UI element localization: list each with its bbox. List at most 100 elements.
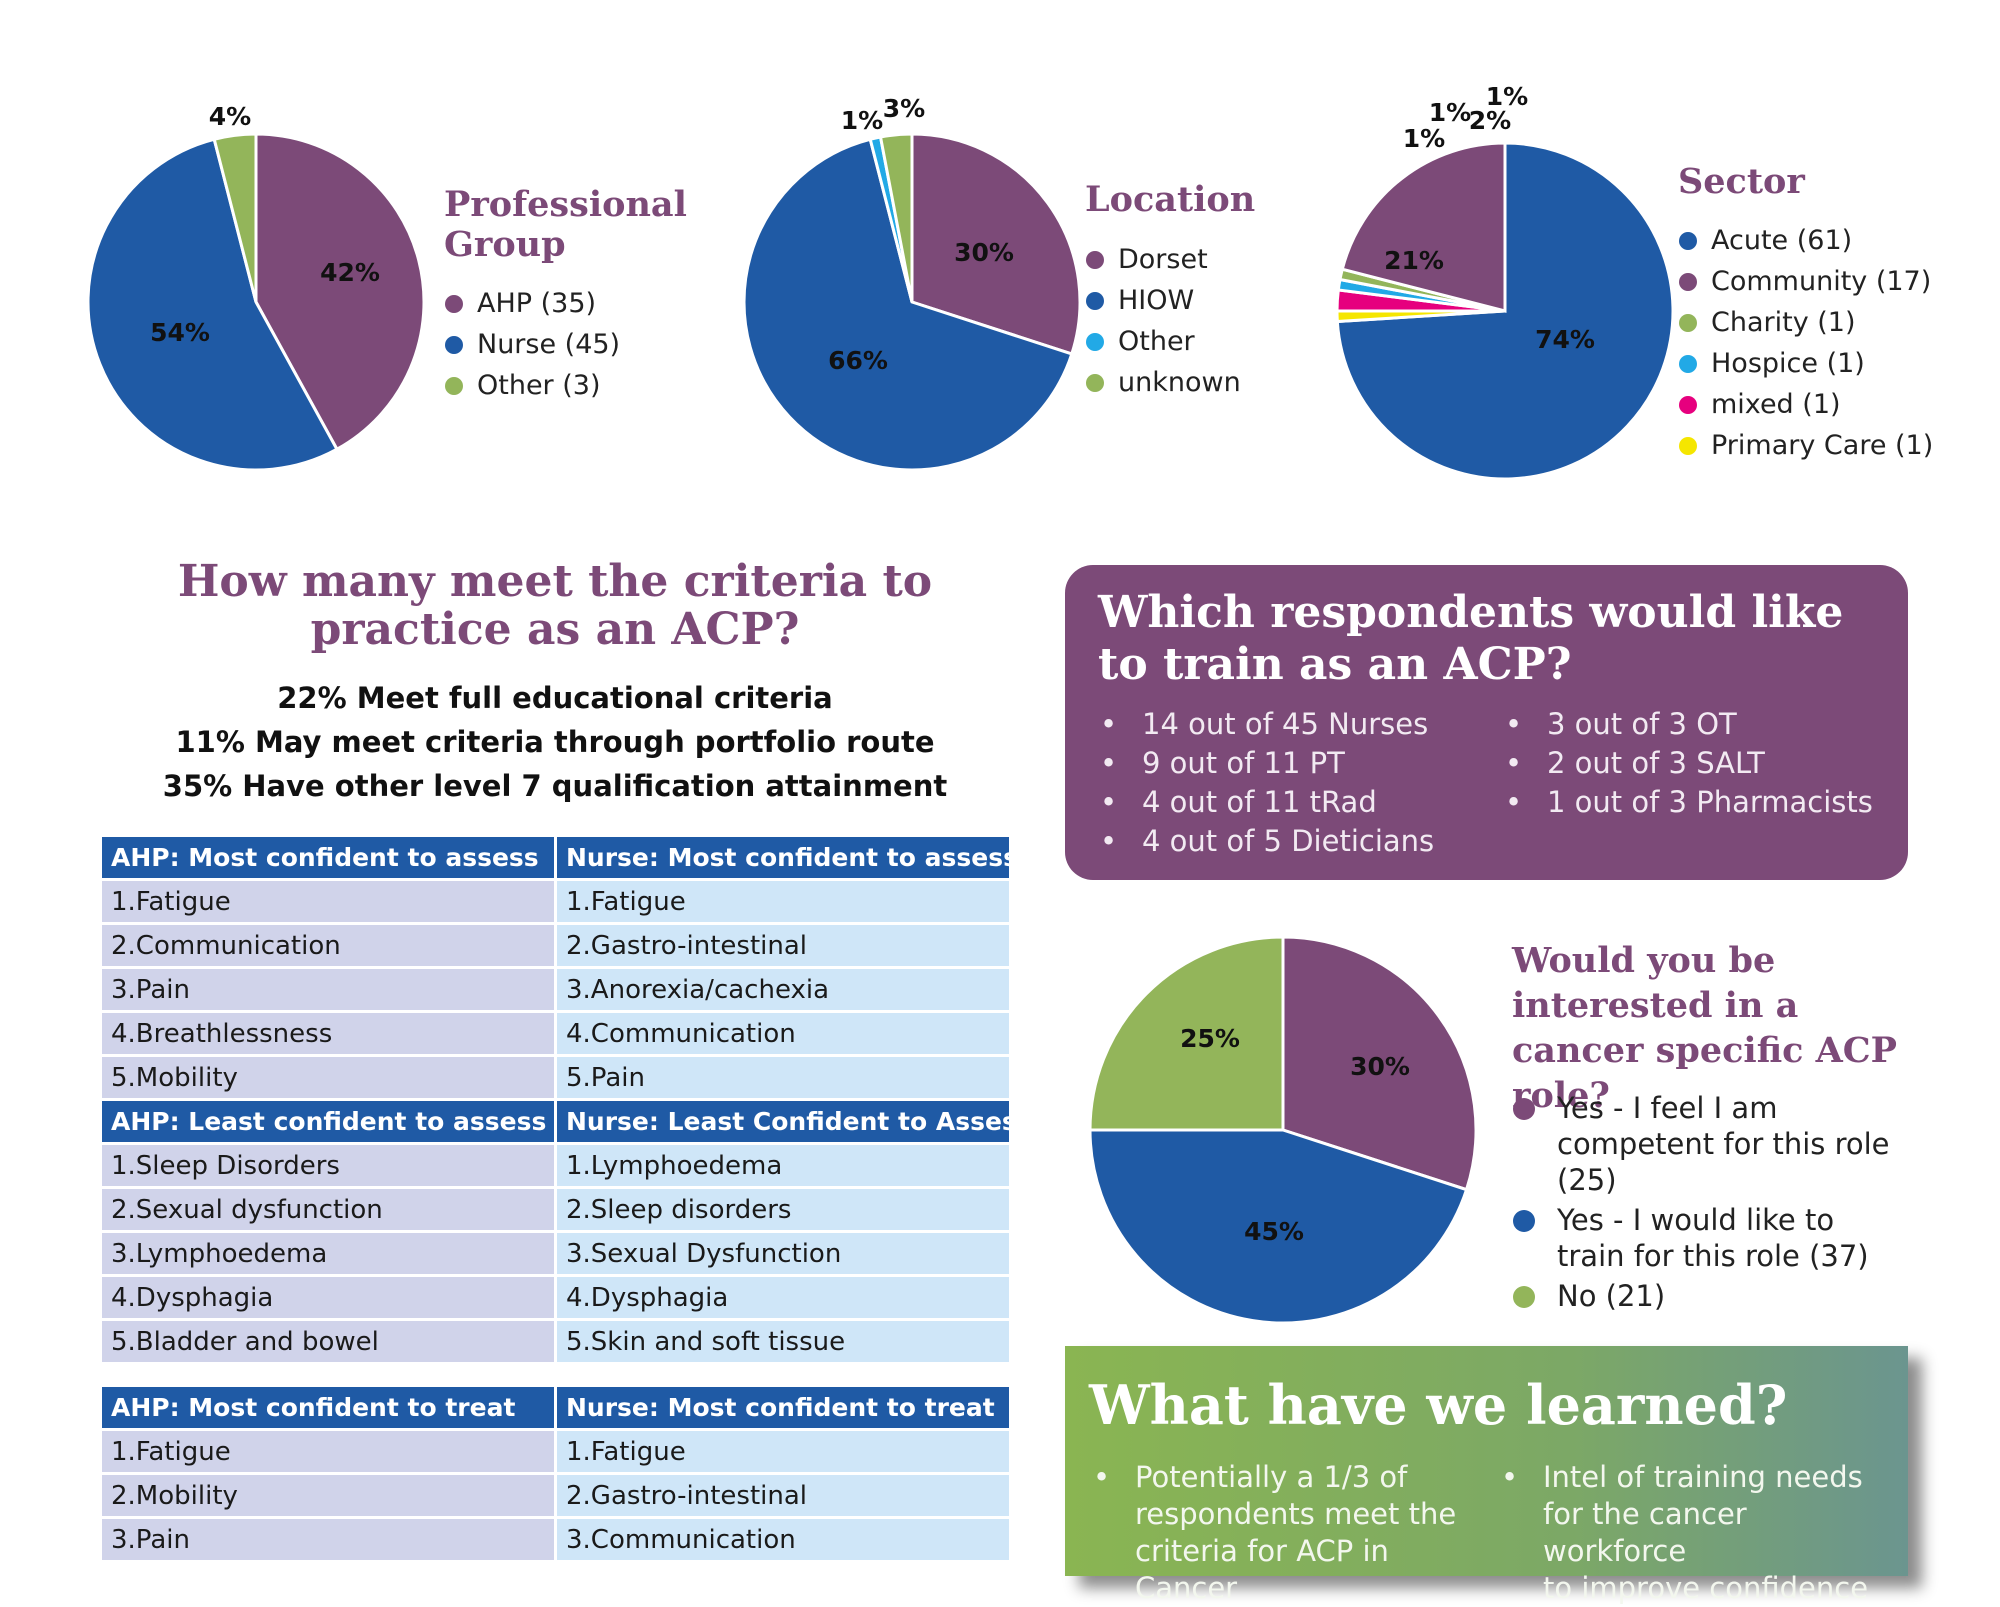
cancer-role-legend-title: Would you be interested in a cancer spec… <box>1512 938 1912 1118</box>
criteria-heading-line2: practice as an ACP? <box>310 604 800 655</box>
table-cell: 3.Lymphoedema <box>99 1230 557 1277</box>
legend-swatch <box>1679 395 1697 414</box>
learned-left-line-1: Potentially a 1/3 of <box>1135 1460 1408 1494</box>
legend-label: unknown <box>1118 367 1241 398</box>
train-box-left-list: 14 out of 45 Nurses9 out of 11 PT4 out o… <box>1096 705 1434 861</box>
train-list-item: 1 out of 3 Pharmacists <box>1501 783 1873 822</box>
pie-slice <box>1340 141 1507 313</box>
table-cell: 2.Gastro-intestinal <box>554 922 1012 969</box>
legend-label: AHP (35) <box>477 288 597 319</box>
pie-slice <box>212 132 258 303</box>
learned-right-line-3: to improve confidence <box>1543 1571 1869 1605</box>
table-cell: 4.Communication <box>554 1010 1012 1057</box>
learned-left-item: Potentially a 1/3 of respondents meet th… <box>1089 1459 1469 1607</box>
location-pie-chart: 30% 66% 1% 3% <box>742 94 1082 472</box>
pie-slice-label: 25% <box>1180 1024 1240 1053</box>
legend-label: Other (3) <box>477 370 601 401</box>
legend-swatch <box>1086 332 1104 351</box>
legend-swatch <box>1679 231 1697 250</box>
pie-slice <box>1088 935 1285 1132</box>
table-header-cell: AHP: Most confident to treat <box>99 1384 557 1431</box>
pie-slice-label: 4% <box>209 102 251 131</box>
legend-label: Yes - I feel I am competent for this rol… <box>1557 1091 1890 1197</box>
table-cell: 3.Anorexia/cachexia <box>554 966 1012 1013</box>
pie-slice <box>910 132 1082 356</box>
learned-left-line-2: respondents meet the <box>1135 1497 1457 1531</box>
pie-slice-label: 1% <box>841 106 883 135</box>
table-cell: 2.Sleep disorders <box>554 1186 1012 1233</box>
learned-right-line-1: Intel of training needs <box>1543 1460 1863 1494</box>
legend-item: Acute (61) <box>1679 220 1933 261</box>
criteria-stat-1: 22% Meet full educational criteria <box>277 681 833 715</box>
table-cell: 1.Fatigue <box>554 1428 1012 1475</box>
table-cell: 3.Communication <box>554 1516 1012 1563</box>
table-cell: 4.Breathlessness <box>99 1010 557 1057</box>
learned-left-list: Potentially a 1/3 of respondents meet th… <box>1089 1459 1469 1607</box>
sector-pie-chart: 74%21%1%1%2%1% <box>1335 82 1675 481</box>
legend-swatch <box>445 376 463 395</box>
pie-slice <box>1281 935 1478 1192</box>
pie-slice-label: 30% <box>1350 1052 1410 1081</box>
location-legend: Dorset HIOW Other unknown <box>1086 239 1241 403</box>
location-legend-title: Location <box>1085 180 1255 220</box>
legend-item: mixed (1) <box>1679 384 1933 425</box>
legend-label: Hospice (1) <box>1711 348 1865 379</box>
table-cell: 3.Pain <box>99 966 557 1013</box>
legend-title-text: Location <box>1085 179 1256 220</box>
legend-title-text: Professional Group <box>444 184 687 265</box>
cancer-role-pie-chart: 30% 45% 25% <box>1088 935 1478 1325</box>
pie-slice-label: 30% <box>954 238 1014 267</box>
legend-item: No (21) <box>1513 1278 1903 1314</box>
legend-swatch <box>1513 1098 1535 1120</box>
table-cell: 3.Pain <box>99 1516 557 1563</box>
legend-label: Community (17) <box>1711 266 1932 297</box>
table-row: 5.Mobility 5.Pain <box>99 1054 1012 1101</box>
legend-swatch <box>1679 272 1697 291</box>
table-row: 5.Bladder and bowel 5.Skin and soft tissu… <box>99 1318 1012 1365</box>
professional-group-pie-chart: 42% 54% 4% <box>86 102 426 472</box>
legend-swatch <box>1513 1210 1535 1232</box>
table-header-row: AHP: Least confident to assess Nurse: Lea… <box>99 1098 1012 1145</box>
table-cell: 1.Sleep Disorders <box>99 1142 557 1189</box>
confidence-assess-table: AHP: Most confident to assess Nurse: Most… <box>99 834 1012 1365</box>
pie-slice-label: 21% <box>1384 246 1444 275</box>
pie-slice-label: 54% <box>150 318 210 347</box>
legend-label: No (21) <box>1557 1279 1666 1313</box>
pie-slice <box>254 132 426 452</box>
table-cell: 4.Dysphagia <box>554 1274 1012 1321</box>
legend-label: Charity (1) <box>1711 307 1856 338</box>
table-header-row: AHP: Most confident to treat Nurse: Most … <box>99 1384 1012 1431</box>
legend-item: AHP (35) <box>445 283 620 324</box>
table-row: 4.Dysphagia 4.Dysphagia <box>99 1274 1012 1321</box>
table-row: 3.Pain 3.Anorexia/cachexia <box>99 966 1012 1013</box>
criteria-stat-2: 11% May meet criteria through portfolio … <box>175 725 935 759</box>
table-header-cell: Nurse: Most confident to treat <box>554 1384 1012 1431</box>
legend-label: HIOW <box>1118 285 1195 316</box>
pie-slice-label: 1% <box>1429 98 1471 127</box>
legend-swatch <box>1513 1286 1535 1308</box>
legend-swatch <box>1086 291 1104 310</box>
train-list-item: 14 out of 45 Nurses <box>1096 705 1434 744</box>
legend-label: Primary Care (1) <box>1711 430 1934 461</box>
pie-slice <box>1088 1128 1469 1325</box>
pie-slice <box>878 132 914 303</box>
criteria-stat-3: 35% Have other level 7 qualification att… <box>162 769 948 803</box>
pie-slice-label: 66% <box>828 346 888 375</box>
legend-label: Dorset <box>1118 244 1208 275</box>
legend-item: Nurse (45) <box>445 324 620 365</box>
table-cell: 1.Lymphoedema <box>554 1142 1012 1189</box>
pie-slice-label: 1% <box>1486 82 1528 111</box>
train-list-item: 9 out of 11 PT <box>1096 744 1434 783</box>
table-header-row: AHP: Most confident to assess Nurse: Most… <box>99 834 1012 881</box>
table-row: 3.Pain 3.Communication <box>99 1516 1012 1563</box>
table-row: 2.Sexual dysfunction 2.Sleep disorders <box>99 1186 1012 1233</box>
table-cell: 5.Bladder and bowel <box>99 1318 557 1365</box>
table-row: 4.Breathlessness 4.Communication <box>99 1010 1012 1057</box>
professional-group-legend: AHP (35) Nurse (45) Other (3) <box>445 283 620 406</box>
legend-item: Hospice (1) <box>1679 343 1933 384</box>
legend-item: Yes - I feel I am competent for this rol… <box>1513 1090 1903 1198</box>
pie-slice-label: 2% <box>1469 106 1511 135</box>
train-list-item: 2 out of 3 SALT <box>1501 744 1873 783</box>
criteria-heading-line1: How many meet the criteria to <box>177 556 933 607</box>
table-header-cell: AHP: Least confident to assess <box>99 1098 557 1145</box>
